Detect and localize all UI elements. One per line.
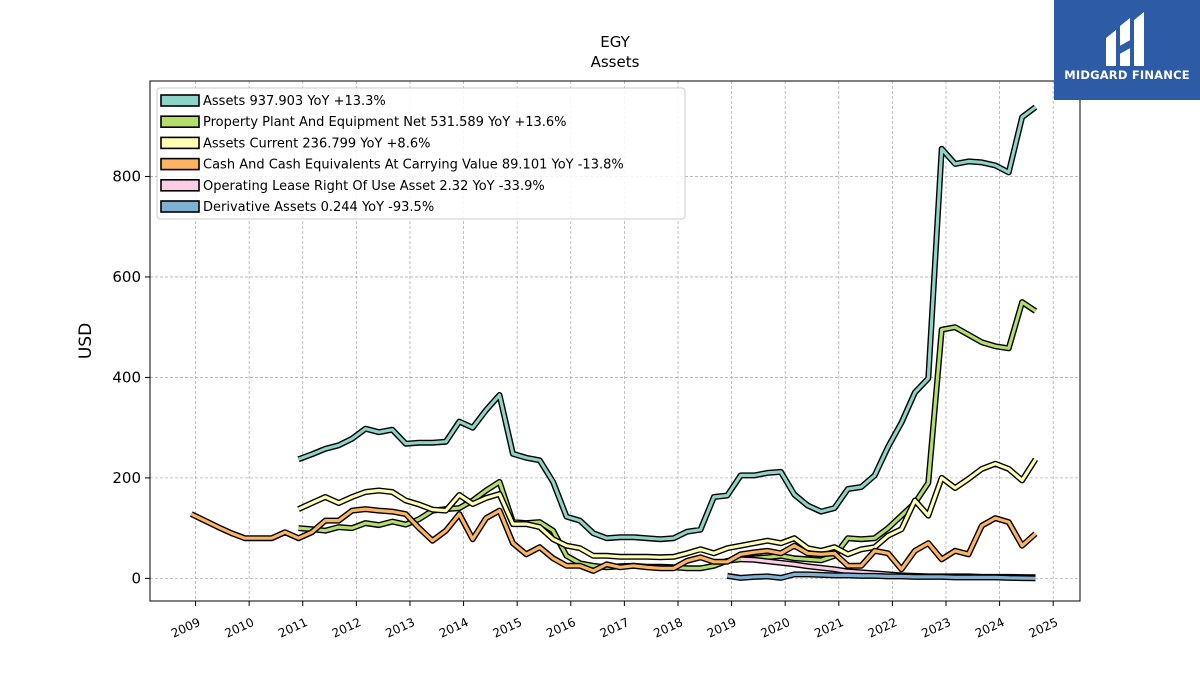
series-line xyxy=(190,507,1037,573)
legend-label: Derivative Assets 0.244 YoY -93.5% xyxy=(203,200,434,215)
y-tick-label: 800 xyxy=(112,167,141,185)
legend-swatch xyxy=(160,115,200,128)
series-line xyxy=(727,572,1036,580)
legend-swatch xyxy=(160,157,200,171)
y-tick-label: 400 xyxy=(112,368,141,386)
legend-swatch xyxy=(160,136,200,150)
y-tick-label: 600 xyxy=(112,268,141,286)
series-line xyxy=(297,458,1037,559)
plot-frame xyxy=(149,80,1081,602)
brand-logo: MIDGARD FINANCE xyxy=(1054,0,1200,100)
series-layer xyxy=(189,104,1039,582)
y-tick-label: 0 xyxy=(131,569,141,587)
series-line xyxy=(297,105,1037,541)
brand-name: MIDGARD FINANCE xyxy=(1064,68,1190,82)
legend-label: Operating Lease Right Of Use Asset 2.32 … xyxy=(203,179,545,194)
legend-frame xyxy=(156,87,686,220)
legend-label: Assets 937.903 YoY +13.3% xyxy=(203,94,386,109)
legend-swatch xyxy=(160,179,200,192)
legend-swatch xyxy=(160,94,200,107)
legend-label: Property Plant And Equipment Net 531.589… xyxy=(203,115,567,130)
chart-title: EGY xyxy=(600,33,630,51)
midgard-logo-icon xyxy=(1106,12,1144,66)
legend: Assets 937.903 YoY +13.3% Property Plant … xyxy=(156,87,686,220)
legend-swatch xyxy=(160,200,200,213)
y-axis-label: USD xyxy=(76,323,96,359)
legend-label: Assets Current 236.799 YoY +8.6% xyxy=(203,136,430,151)
legend-label: Cash And Cash Equivalents At Carrying Va… xyxy=(203,158,624,173)
y-tick-label: 200 xyxy=(112,469,141,487)
chart-subtitle: Assets xyxy=(591,53,640,71)
